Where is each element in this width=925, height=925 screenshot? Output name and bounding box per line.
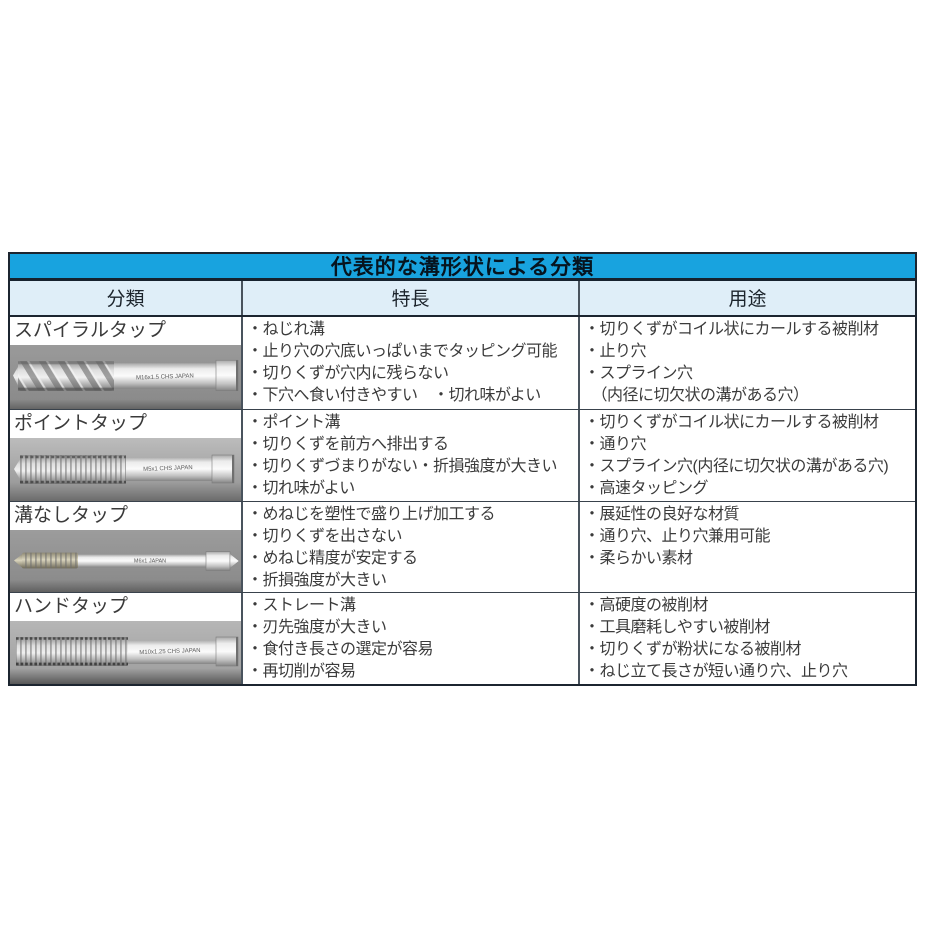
use-line: ・工具磨耗しやすい被削材 <box>584 619 770 636</box>
table-row-fluteless-tap: 溝なしタップ M6x1 JAPAN ・めねじを塑性で盛り上げ加工する ・切りくず… <box>10 502 915 593</box>
feature-line: ・切れ味がよい <box>247 480 355 497</box>
use-line: ・切りくずがコイル状にカールする被削材 <box>584 414 879 431</box>
feature-line: ・切りくずが穴内に残らない <box>247 365 449 382</box>
classification-cell: ポイントタップ M5x1 CHS JAPAN <box>10 410 241 501</box>
fluteless-tap-image: M6x1 JAPAN <box>10 530 241 592</box>
feature-line: ・切りくずづまりがない・折損強度が大きい <box>247 458 558 475</box>
tap-marking-text: M10x1.25 CHS JAPAN <box>139 648 200 656</box>
spiral-tap-photo: M16x1.5 CHS JAPAN <box>10 345 241 409</box>
tap-name-label: ポイントタップ <box>14 413 148 434</box>
tap-classification-table: 代表的な溝形状による分類 分類 特長 用途 スパイラルタップ M16x <box>8 252 917 686</box>
column-header-features: 特長 <box>241 281 578 315</box>
point-tap-photo: M5x1 CHS JAPAN <box>10 438 241 501</box>
classification-cell: ハンドタップ M10x1.25 CHS JAPAN <box>10 593 241 684</box>
uses-cell: ・展延性の良好な材質 ・通り穴、止り穴兼用可能 ・柔らかい素材 <box>578 502 915 592</box>
use-line: ・通り穴 <box>584 436 647 453</box>
tap-marking-text: M16x1.5 CHS JAPAN <box>136 373 194 381</box>
hand-tap-image: M10x1.25 CHS JAPAN <box>10 621 241 684</box>
table-title-bar: 代表的な溝形状による分類 <box>10 254 915 281</box>
uses-cell: ・切りくずがコイル状にカールする被削材 ・止り穴 ・スプライン穴 （内径に切欠状… <box>578 317 915 409</box>
feature-line: ・切りくずを前方へ排出する <box>247 436 449 453</box>
table-title: 代表的な溝形状による分類 <box>330 256 595 279</box>
classification-cell: スパイラルタップ M16x1.5 CHS JAPAN <box>10 317 241 409</box>
feature-line: ・止り穴の穴底いっぱいまでタッピング可能 <box>247 343 558 360</box>
uses-cell: ・切りくずがコイル状にカールする被削材 ・通り穴 ・スプライン穴(内径に切欠状の… <box>578 410 915 501</box>
feature-line: ・切りくずを出さない <box>247 528 403 545</box>
feature-line: ・ポイント溝 <box>247 414 341 431</box>
point-tap-image: M5x1 CHS JAPAN <box>10 438 241 501</box>
use-line: ・スプライン穴(内径に切欠状の溝がある穴) <box>584 458 889 475</box>
features-cell: ・ねじれ溝 ・止り穴の穴底いっぱいまでタッピング可能 ・切りくずが穴内に残らない… <box>241 317 578 409</box>
tap-name-label: 溝なしタップ <box>14 505 129 526</box>
table-row-point-tap: ポイントタップ M5x1 CHS JAPAN ・ポイント溝 ・切りくずを前 <box>10 410 915 502</box>
use-line: ・高速タッピング <box>584 480 709 497</box>
use-line: ・展延性の良好な材質 <box>584 506 740 523</box>
feature-line: ・再切削が容易 <box>247 663 356 680</box>
classification-cell: 溝なしタップ M6x1 JAPAN <box>10 502 241 592</box>
use-line: ・スプライン穴 <box>584 365 693 382</box>
column-header-uses: 用途 <box>578 281 915 315</box>
use-line: ・通り穴、止り穴兼用可能 <box>584 528 771 545</box>
feature-line: ・めねじを塑性で盛り上げ加工する <box>247 506 496 523</box>
feature-line: ・下穴へ食い付きやすい ・切れ味がよい <box>247 387 541 404</box>
feature-line: ・折損強度が大きい <box>247 572 387 589</box>
use-line: ・切りくずがコイル状にカールする被削材 <box>584 321 879 338</box>
use-line: ・ねじ立て長さが短い通り穴、止り穴 <box>584 663 848 680</box>
feature-line: ・ストレート溝 <box>247 597 356 614</box>
fluteless-tap-photo: M6x1 JAPAN <box>10 530 241 592</box>
features-cell: ・めねじを塑性で盛り上げ加工する ・切りくずを出さない ・めねじ精度が安定する … <box>241 502 578 592</box>
use-line: ・止り穴 <box>584 343 647 360</box>
use-line: ・高硬度の被削材 <box>584 597 709 614</box>
column-header-classification: 分類 <box>106 289 145 310</box>
tap-name-label: スパイラルタップ <box>14 320 167 341</box>
use-line: ・柔らかい素材 <box>584 550 693 567</box>
tap-name-label: ハンドタップ <box>14 596 129 617</box>
use-line: （内径に切欠状の溝がある穴） <box>584 387 810 404</box>
table-row-hand-tap: ハンドタップ M10x1.25 CHS JAPAN ・ストレート溝 ・刃先強度が… <box>10 593 915 684</box>
feature-line: ・ねじれ溝 <box>247 321 325 338</box>
table-row-spiral-tap: スパイラルタップ M16x1.5 CHS JAPAN ・ねじれ溝 ・止り穴 <box>10 317 915 410</box>
feature-line: ・めねじ精度が安定する <box>247 550 418 567</box>
uses-cell: ・高硬度の被削材 ・工具磨耗しやすい被削材 ・切りくずが粉状になる被削材 ・ねじ… <box>578 593 915 684</box>
hand-tap-photo: M10x1.25 CHS JAPAN <box>10 621 241 684</box>
table-header-row: 分類 特長 用途 <box>10 281 915 317</box>
use-line: ・切りくずが粉状になる被削材 <box>584 641 802 658</box>
tap-marking-text: M5x1 CHS JAPAN <box>143 465 193 473</box>
feature-line: ・刃先強度が大きい <box>247 619 387 636</box>
features-cell: ・ストレート溝 ・刃先強度が大きい ・食付き長さの選定が容易 ・再切削が容易 <box>241 593 578 684</box>
spiral-tap-image: M16x1.5 CHS JAPAN <box>10 345 241 409</box>
features-cell: ・ポイント溝 ・切りくずを前方へ排出する ・切りくずづまりがない・折損強度が大き… <box>241 410 578 501</box>
feature-line: ・食付き長さの選定が容易 <box>247 641 434 658</box>
tap-marking-text: M6x1 JAPAN <box>134 559 166 565</box>
